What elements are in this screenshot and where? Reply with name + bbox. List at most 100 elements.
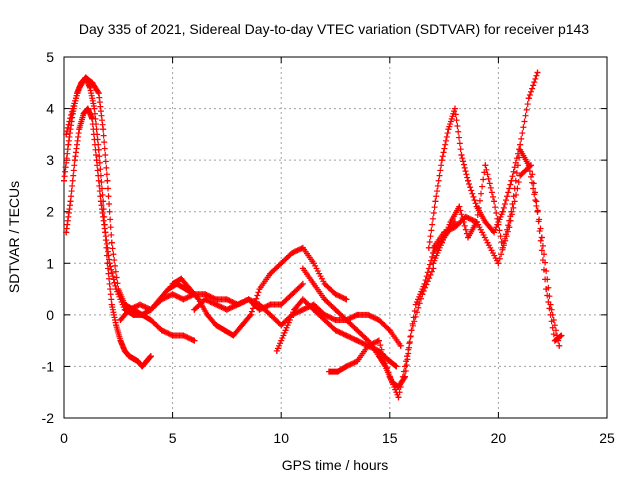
series-track-i [299,265,437,391]
data-point [408,327,415,334]
data-point [71,157,78,164]
data-point [180,332,187,339]
data-point [432,198,439,205]
y-tick-label: 4 [46,101,54,117]
y-tick-label: 0 [46,307,54,323]
x-tick-label: 0 [60,430,68,446]
data-point [100,126,107,133]
data-point [221,327,228,334]
x-tick-label: 20 [491,430,507,446]
data-point [230,332,237,339]
data-point [462,213,469,220]
data-point [343,317,350,324]
data-point [106,260,113,267]
data-point [375,337,382,344]
chart-title: Day 335 of 2021, Sidereal Day-to-day VTE… [79,21,589,37]
data-point [310,280,317,287]
data-point [121,347,128,354]
data-point [430,260,437,267]
grid-lines [64,57,607,418]
data-point [108,301,115,308]
data-point [139,311,146,318]
data-point [325,368,332,375]
data-point [267,270,274,277]
data-point [202,291,209,298]
data-point [61,177,67,184]
data-point [89,115,96,122]
y-tick-label: 3 [46,152,54,168]
data-point [375,353,382,360]
data-point [321,296,328,303]
data-point [354,327,361,334]
data-point [82,74,89,81]
data-point [134,358,141,365]
data-point [195,296,202,303]
data-point [169,291,176,298]
data-point [76,126,83,133]
data-point [267,311,274,318]
data-point [547,301,554,308]
data-point [458,151,465,158]
data-point [108,239,115,246]
data-point [97,198,104,205]
data-point [213,296,220,303]
data-point [527,162,534,169]
data-point [126,353,133,360]
y-axis-label: SDTVAR / TECUs [6,181,22,293]
data-point [69,105,76,112]
data-point [382,363,389,370]
y-tick-label: 2 [46,204,54,220]
data-point [239,322,246,329]
data-point [256,286,263,293]
data-point [332,317,339,324]
data-point [395,394,402,401]
data-point [310,260,317,267]
data-point [517,146,524,153]
data-point [158,327,165,334]
data-point [169,332,176,339]
data-point [282,327,289,334]
data-point [186,286,193,293]
data-point [365,311,372,318]
x-tick-label: 10 [273,430,289,446]
data-point [126,306,133,313]
data-point [517,172,524,179]
data-point [386,327,393,334]
data-point [506,224,513,231]
data-point [299,280,306,287]
data-point [63,229,70,236]
data-point [130,311,137,318]
x-tick-label: 5 [169,430,177,446]
data-point [84,105,91,112]
data-point [332,291,339,298]
data-point [445,126,452,133]
data-point [464,234,471,241]
data-point [299,244,306,251]
data-point [63,131,70,138]
data-point [180,296,187,303]
data-point [299,296,306,303]
axis-ticks: 0 5 10 15 20 25 -2 -1 0 1 2 3 4 5 [42,49,615,446]
data-point [278,322,285,329]
data-point [354,311,361,318]
data-point [419,291,426,298]
data-point [334,368,341,375]
data-point [538,234,545,241]
data-point [117,317,124,324]
data-point [104,177,111,184]
data-point [393,363,400,370]
data-point [178,275,185,282]
data-point [234,301,241,308]
data-point [139,363,146,370]
plot-frame [63,56,608,419]
data-point [76,84,83,91]
data-point [388,378,395,385]
data-point [473,219,480,226]
data-point [365,337,372,344]
data-point [191,337,198,344]
data-point [204,311,211,318]
x-axis-label: GPS time / hours [282,457,389,473]
data-point [375,347,382,354]
data-point [245,296,252,303]
